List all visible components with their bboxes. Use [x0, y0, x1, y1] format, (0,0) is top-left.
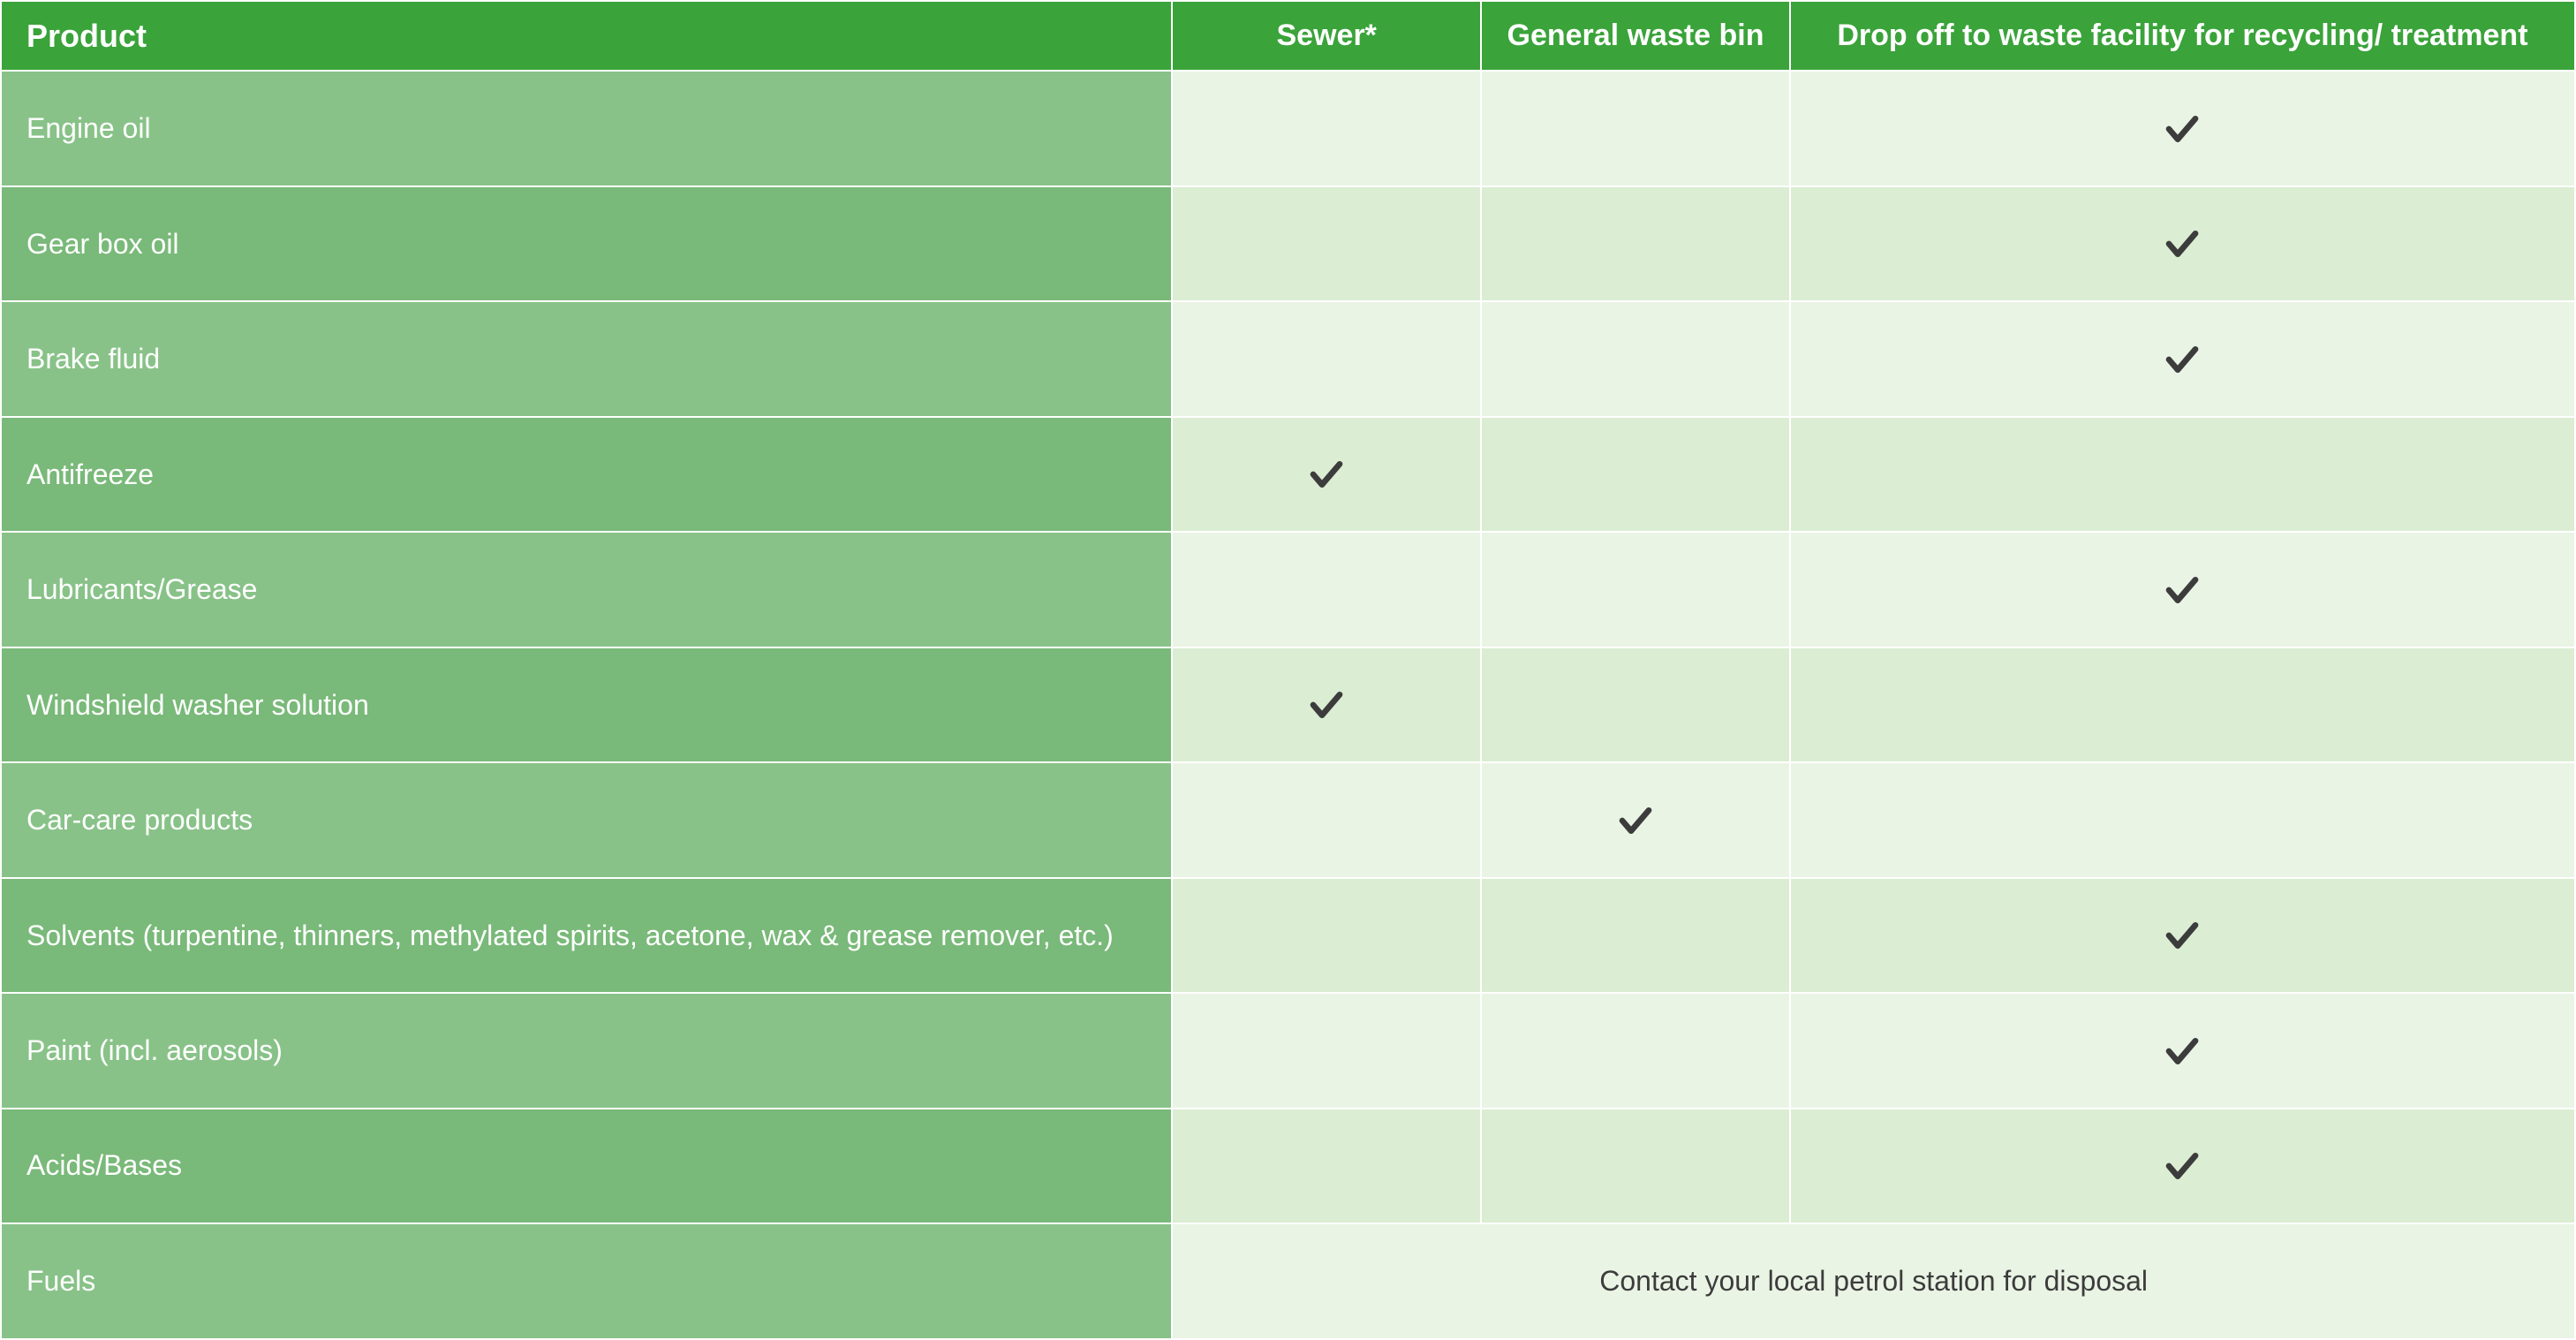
check-icon: [2164, 1148, 2200, 1184]
mark-facility: [1790, 532, 2575, 647]
mark-general: [1481, 186, 1790, 301]
check-icon: [1309, 687, 1344, 723]
mark-general: [1481, 1109, 1790, 1223]
mark-sewer: [1172, 762, 1481, 877]
table-row: FuelsContact your local petrol station f…: [1, 1223, 2575, 1339]
check-icon: [2164, 226, 2200, 261]
mark-facility: [1790, 878, 2575, 993]
col-header-sewer: Sewer*: [1172, 1, 1481, 71]
disposal-table: Product Sewer* General waste bin Drop of…: [0, 0, 2576, 1340]
check-icon: [2164, 918, 2200, 953]
mark-sewer: [1172, 1109, 1481, 1223]
check-icon: [2164, 342, 2200, 377]
row-note: Contact your local petrol station for di…: [1172, 1223, 2575, 1339]
table-row: Brake fluid: [1, 301, 2575, 416]
product-cell: Paint (incl. aerosols): [1, 993, 1172, 1108]
table-row: Solvents (turpentine, thinners, methylat…: [1, 878, 2575, 993]
table-row: Windshield washer solution: [1, 647, 2575, 762]
mark-facility: [1790, 762, 2575, 877]
product-cell: Windshield washer solution: [1, 647, 1172, 762]
mark-facility: [1790, 186, 2575, 301]
mark-sewer: [1172, 532, 1481, 647]
mark-general: [1481, 647, 1790, 762]
table-row: Engine oil: [1, 71, 2575, 185]
mark-facility: [1790, 993, 2575, 1108]
table-row: Gear box oil: [1, 186, 2575, 301]
check-icon: [1618, 803, 1653, 838]
table-row: Antifreeze: [1, 417, 2575, 532]
check-icon: [2164, 1033, 2200, 1069]
product-cell: Fuels: [1, 1223, 1172, 1339]
mark-sewer: [1172, 417, 1481, 532]
mark-general: [1481, 878, 1790, 993]
product-cell: Antifreeze: [1, 417, 1172, 532]
mark-facility: [1790, 647, 2575, 762]
table-header-row: Product Sewer* General waste bin Drop of…: [1, 1, 2575, 71]
product-cell: Acids/Bases: [1, 1109, 1172, 1223]
mark-sewer: [1172, 301, 1481, 416]
mark-facility: [1790, 301, 2575, 416]
table-body: Engine oilGear box oilBrake fluidAntifre…: [1, 71, 2575, 1339]
mark-sewer: [1172, 186, 1481, 301]
mark-facility: [1790, 417, 2575, 532]
mark-facility: [1790, 1109, 2575, 1223]
mark-general: [1481, 301, 1790, 416]
table-row: Lubricants/Grease: [1, 532, 2575, 647]
product-cell: Car-care products: [1, 762, 1172, 877]
col-header-general: General waste bin: [1481, 1, 1790, 71]
disposal-table-container: Product Sewer* General waste bin Drop of…: [0, 0, 2576, 1340]
product-cell: Solvents (turpentine, thinners, methylat…: [1, 878, 1172, 993]
table-row: Acids/Bases: [1, 1109, 2575, 1223]
product-cell: Gear box oil: [1, 186, 1172, 301]
mark-sewer: [1172, 993, 1481, 1108]
table-row: Car-care products: [1, 762, 2575, 877]
mark-sewer: [1172, 878, 1481, 993]
mark-general: [1481, 71, 1790, 185]
col-header-facility: Drop off to waste facility for recycling…: [1790, 1, 2575, 71]
mark-facility: [1790, 71, 2575, 185]
mark-sewer: [1172, 71, 1481, 185]
table-row: Paint (incl. aerosols): [1, 993, 2575, 1108]
mark-general: [1481, 993, 1790, 1108]
product-cell: Lubricants/Grease: [1, 532, 1172, 647]
col-header-product: Product: [1, 1, 1172, 71]
product-cell: Engine oil: [1, 71, 1172, 185]
check-icon: [2164, 572, 2200, 608]
mark-general: [1481, 417, 1790, 532]
product-cell: Brake fluid: [1, 301, 1172, 416]
mark-general: [1481, 532, 1790, 647]
check-icon: [2164, 111, 2200, 147]
mark-general: [1481, 762, 1790, 877]
check-icon: [1309, 457, 1344, 492]
mark-sewer: [1172, 647, 1481, 762]
